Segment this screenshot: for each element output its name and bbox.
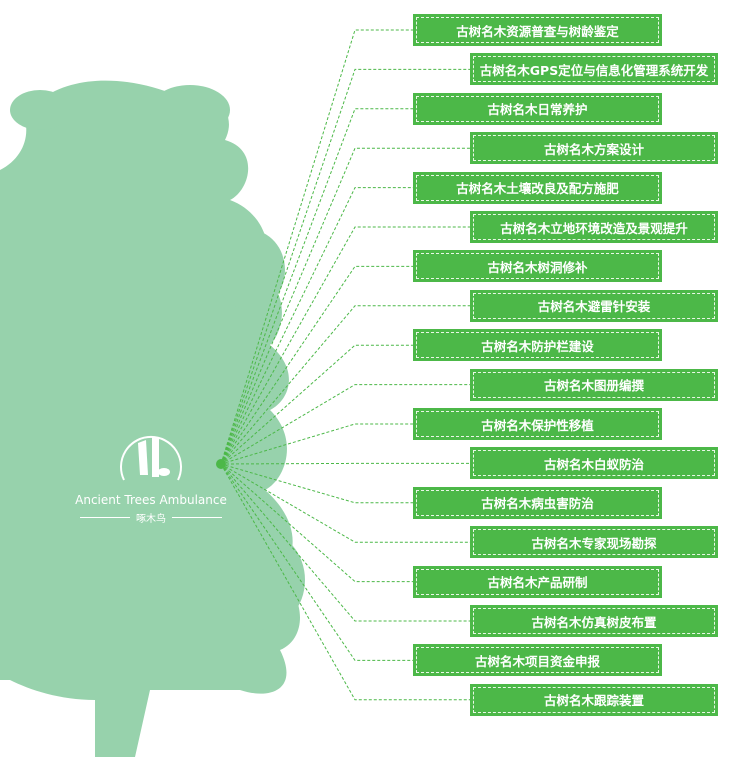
- logo: Ancient Trees Ambulance 啄木鸟: [66, 425, 236, 525]
- connector-line: [220, 463, 413, 504]
- connector-line: [220, 68, 470, 465]
- service-label: 古树名木立地环境改造及景观提升: [473, 214, 715, 240]
- service-box: 古树名木避雷针安装: [470, 289, 718, 322]
- service-box: 古树名木立地环境改造及景观提升: [470, 211, 718, 243]
- tree-silhouette: [0, 80, 305, 757]
- service-label: 古树名木图册编撰: [473, 371, 715, 398]
- service-label: 古树名木方案设计: [473, 135, 715, 162]
- service-label: 古树名木树洞修补: [416, 253, 659, 280]
- connector-line: [220, 463, 470, 701]
- service-label: 古树名木保护性移植: [416, 411, 659, 437]
- service-box: 古树名木跟踪装置: [470, 683, 718, 716]
- connector-line: [220, 108, 413, 465]
- connector-line: [220, 384, 470, 465]
- service-label: 古树名木病虫害防治: [416, 489, 659, 516]
- service-label: 古树名木避雷针安装: [473, 292, 715, 319]
- connector-line: [220, 265, 413, 465]
- connector-lines: [220, 29, 470, 701]
- connector-line: [220, 463, 413, 583]
- connector-line: [220, 462, 470, 465]
- service-box: 古树名木专家现场勘探: [470, 526, 718, 559]
- service-box: 古树名木项目资金申报: [413, 644, 662, 677]
- service-label: 古树名木专家现场勘探: [473, 529, 715, 556]
- connector-line: [220, 463, 470, 543]
- service-label: 古树名木产品研制: [416, 568, 659, 595]
- logo-chinese: 啄木鸟: [136, 514, 166, 525]
- connector-line: [220, 226, 470, 465]
- service-box: 古树名木土壤改良及配方施肥: [413, 171, 662, 204]
- connector-line: [220, 29, 413, 465]
- service-box: 古树名木资源普查与树龄鉴定: [413, 14, 662, 46]
- service-label: 古树名木资源普查与树龄鉴定: [416, 17, 659, 43]
- woodpecker-logo-icon: [120, 436, 182, 481]
- service-label: 古树名木防护栏建设: [416, 332, 659, 359]
- service-box: 古树名木树洞修补: [413, 250, 662, 283]
- service-label: 古树名木项目资金申报: [416, 647, 659, 674]
- service-box: 古树名木防护栏建设: [413, 329, 662, 362]
- service-box: 古树名木保护性移植: [413, 408, 662, 440]
- connector-line: [220, 463, 470, 622]
- connector-line: [220, 305, 470, 465]
- service-box: 古树名木产品研制: [413, 565, 662, 598]
- connector-line: [220, 344, 413, 465]
- service-box: 古树名木白蚁防治: [470, 447, 718, 480]
- service-box: 古树名木仿真树皮布置: [470, 605, 718, 637]
- service-label: 古树名木土壤改良及配方施肥: [416, 174, 659, 201]
- service-label: 古树名木日常养护: [416, 95, 659, 122]
- connector-line: [220, 423, 413, 465]
- service-label: 古树名木白蚁防治: [473, 450, 715, 477]
- service-box: 古树名木日常养护: [413, 92, 662, 125]
- connector-line: [220, 187, 413, 465]
- service-label: 古树名木GPS定位与信息化管理系统开发: [473, 56, 715, 83]
- logo-english: Ancient Trees Ambulance: [75, 493, 227, 507]
- origin-dot: [216, 459, 226, 469]
- service-label: 古树名木仿真树皮布置: [473, 608, 715, 634]
- service-box: 古树名木方案设计: [470, 132, 718, 165]
- service-box: 古树名木图册编撰: [470, 368, 718, 401]
- service-box: 古树名木病虫害防治: [413, 486, 662, 519]
- connector-line: [220, 463, 413, 661]
- service-box: 古树名木GPS定位与信息化管理系统开发: [470, 53, 718, 86]
- service-label: 古树名木跟踪装置: [473, 686, 715, 713]
